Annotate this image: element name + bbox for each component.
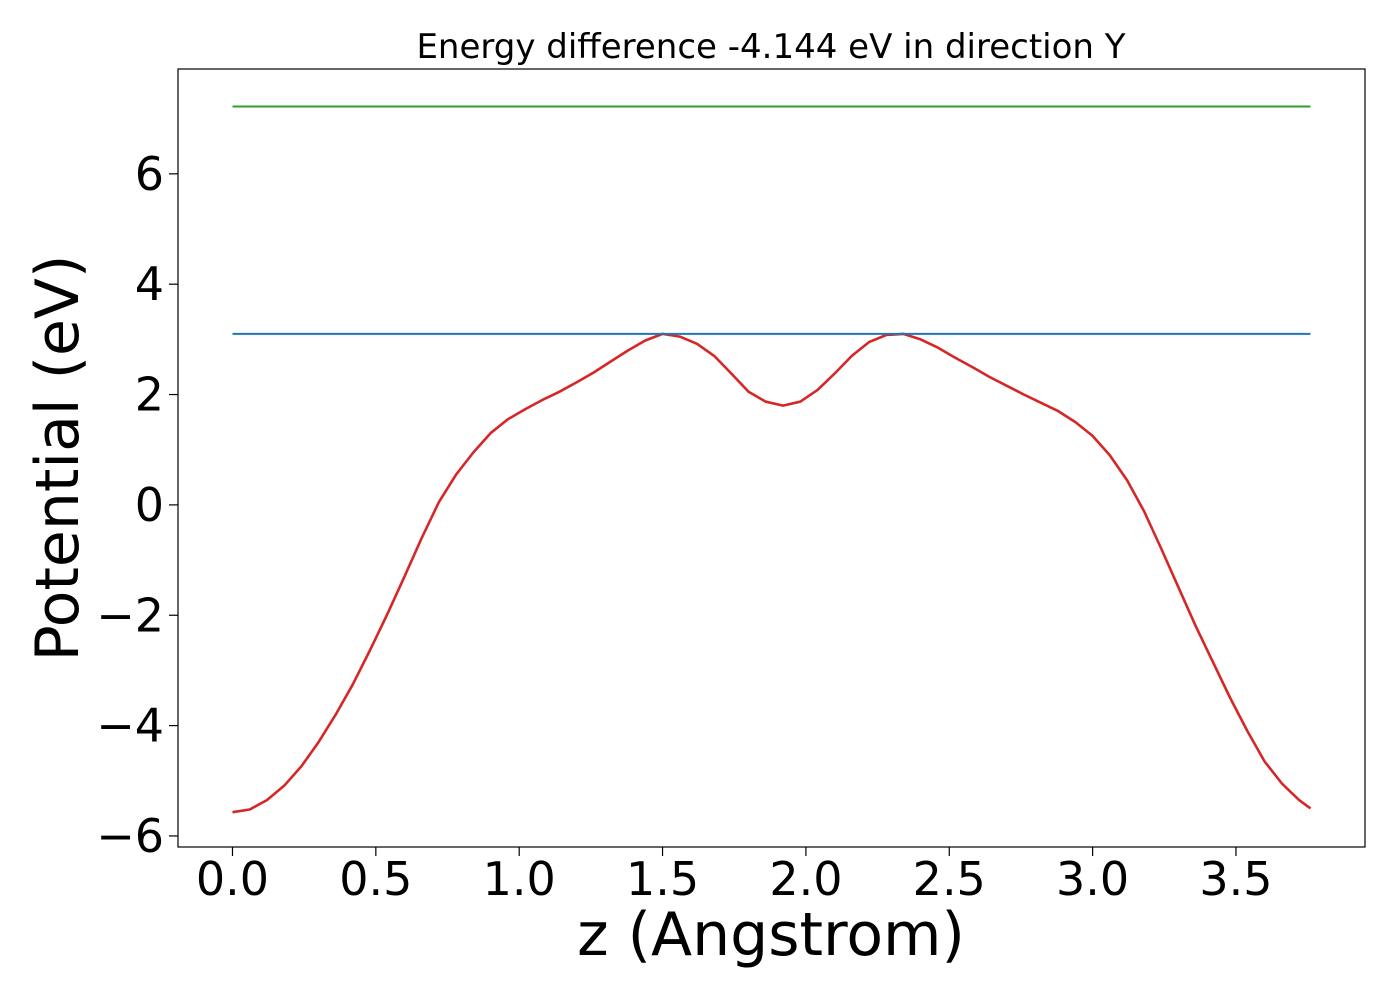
y-tick-label: −4 (96, 699, 164, 753)
x-tick-label: 3.5 (1199, 852, 1272, 906)
x-tick-label: 1.5 (626, 852, 699, 906)
x-tick-label: 0.0 (196, 852, 269, 906)
y-tick-label: 0 (135, 478, 164, 532)
y-tick-label: −2 (96, 588, 164, 642)
y-tick-label: −6 (96, 809, 164, 863)
series-layer (232, 105, 1312, 814)
chart-title: Energy difference -4.144 eV in direction… (416, 27, 1125, 67)
y-tick-label: 6 (135, 147, 164, 201)
x-tick-label: 1.0 (483, 852, 556, 906)
y-tick-label: 4 (135, 257, 164, 311)
y-axis-label: Potential (eV) (23, 255, 93, 662)
x-tick-label: 2.0 (769, 852, 842, 906)
x-tick-label: 2.5 (913, 852, 986, 906)
y-axis-ticks: −6 −4 −2 0 2 4 6 (96, 147, 178, 863)
y-tick-label: 2 (135, 368, 164, 422)
x-axis-ticks: 0.0 0.5 1.0 1.5 2.0 2.5 3.0 3.5 (196, 847, 1273, 906)
x-tick-label: 3.0 (1056, 852, 1129, 906)
x-axis-label: z (Angstrom) (577, 900, 965, 970)
x-tick-label: 0.5 (339, 852, 412, 906)
series-line-1 (232, 332, 1312, 814)
plot-area-frame (177, 68, 1366, 848)
